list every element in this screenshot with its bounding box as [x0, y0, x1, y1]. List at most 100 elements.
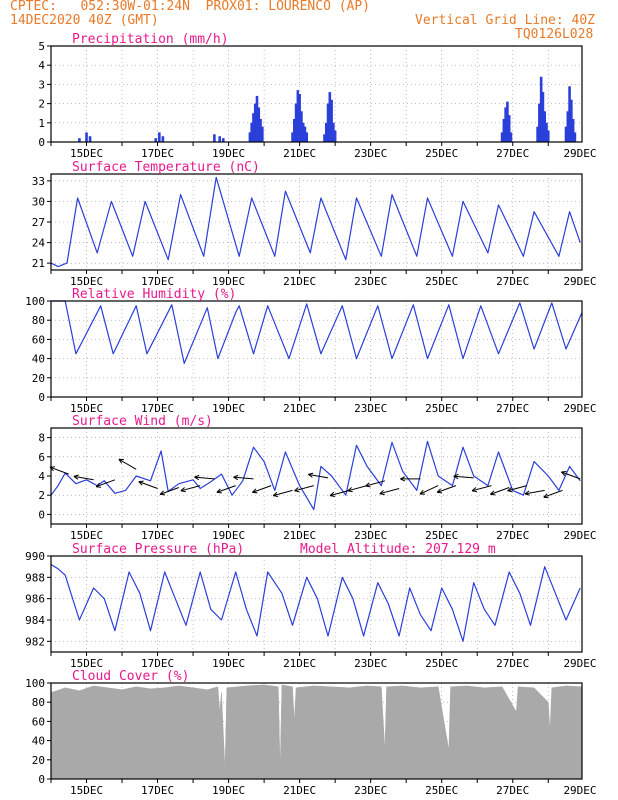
- precipitation-bar: [303, 126, 307, 142]
- wind-arrow-head: [329, 491, 335, 496]
- wind-arrow-head: [194, 474, 200, 478]
- header-vertical-grid-note: Vertical Grid Line: 40Z: [415, 13, 596, 28]
- panel-title: Surface Wind (m/s): [72, 414, 213, 429]
- wind-arrow: [118, 458, 137, 470]
- precipitation-bar: [545, 122, 548, 142]
- wind-arrow-head: [453, 473, 459, 477]
- x-date-label: 21DEC: [283, 402, 316, 415]
- y-tick-label: 4: [38, 470, 45, 483]
- x-date-label: 27DEC: [496, 784, 529, 797]
- y-tick-label: 21: [32, 257, 45, 270]
- panel-2: 21 24 27 30 33 15DEC 17DEC 19DEC 21DEC 23DEC 25DEC…: [32, 160, 597, 288]
- precipitation-bar: [566, 111, 570, 142]
- x-date-label: 25DEC: [425, 402, 458, 415]
- cloud-cover-area: [50, 684, 583, 780]
- wind-arrow-head: [453, 475, 459, 480]
- wind-arrow: [308, 473, 329, 479]
- precipitation-bar: [257, 107, 261, 142]
- precipitation-bar: [296, 90, 300, 142]
- wind-arrow-head: [543, 493, 548, 498]
- x-date-label: 25DEC: [425, 784, 458, 797]
- precipitation-bar: [509, 132, 513, 142]
- panel-frame: [50, 682, 583, 780]
- y-tick-label: 80: [32, 696, 45, 709]
- precipitation-bar: [253, 103, 257, 142]
- wind-arrow: [436, 485, 457, 493]
- precipitation-bar: [539, 76, 543, 142]
- series-line: [50, 176, 581, 268]
- precipitation-bar: [333, 130, 337, 142]
- wind-arrow-head: [233, 474, 239, 478]
- wind-arrow-head: [507, 490, 513, 493]
- panel-1: 0 1 2 3 4 5 15DEC 17DEC 19DEC 21DEC 23DEC 25DEC 27DE…: [38, 32, 596, 160]
- wind-arrow-head: [347, 490, 353, 493]
- x-date-label: 27DEC: [496, 147, 529, 160]
- y-tick-label: 986: [25, 593, 45, 606]
- x-date-label: 23DEC: [354, 784, 387, 797]
- wind-arrow-head: [73, 475, 79, 480]
- wind-arrow-head: [216, 491, 222, 494]
- wind-arrow-head: [379, 493, 385, 496]
- wind-arrow-head: [194, 476, 200, 481]
- panel-title: Surface Temperature (nC): [72, 160, 260, 175]
- x-date-label: 29DEC: [563, 529, 596, 542]
- panel-frame: [50, 555, 583, 653]
- model-altitude-label: Model Altitude: 207.129 m: [300, 542, 496, 557]
- x-date-label: 21DEC: [283, 275, 316, 288]
- y-tick-label: 3: [38, 78, 45, 91]
- series-line: [50, 563, 581, 642]
- wind-arrow-head: [419, 489, 424, 495]
- x-date-label: 29DEC: [563, 784, 596, 797]
- x-date-label: 17DEC: [141, 147, 174, 160]
- x-date-label: 25DEC: [425, 147, 458, 160]
- wind-arrow-head: [365, 482, 370, 487]
- precipitation-bar: [291, 132, 294, 142]
- wind-arrow-head: [400, 478, 406, 482]
- precipitation-bar: [294, 103, 298, 142]
- y-tick-label: 0: [38, 773, 45, 786]
- wind-arrow: [180, 485, 201, 492]
- x-date-label: 17DEC: [141, 657, 174, 670]
- y-tick-label: 2: [38, 489, 45, 502]
- wind-arrow-head: [524, 490, 530, 495]
- wind-arrow-head: [294, 490, 300, 493]
- wind-arrow-head: [159, 490, 164, 495]
- x-date-label: 19DEC: [212, 275, 245, 288]
- precipitation-bar: [158, 132, 161, 142]
- precipitation-bar: [330, 99, 333, 142]
- y-tick-label: 984: [25, 614, 45, 627]
- y-tick-label: 40: [32, 353, 45, 366]
- panel-frame: [50, 45, 583, 143]
- y-tick-label: 990: [25, 550, 45, 563]
- wind-arrow-head: [400, 476, 406, 480]
- wind-arrow-head: [379, 490, 384, 495]
- x-date-label: 21DEC: [283, 784, 316, 797]
- x-date-label: 29DEC: [563, 402, 596, 415]
- wind-arrow-head: [471, 487, 477, 492]
- precipitation-bar: [541, 92, 545, 142]
- wind-arrow-head: [233, 476, 239, 481]
- panel-title: Relative Humidity (%): [72, 287, 236, 302]
- x-date-label: 21DEC: [283, 147, 316, 160]
- precipitation-bar: [252, 113, 255, 142]
- y-tick-label: 24: [32, 237, 46, 250]
- x-date-label: 27DEC: [496, 402, 529, 415]
- wind-arrow: [490, 487, 510, 495]
- precipitation-bar: [538, 103, 541, 142]
- precipitation-bar: [332, 122, 335, 142]
- x-date-label: 19DEC: [212, 147, 245, 160]
- y-tick-label: 100: [25, 295, 45, 308]
- precipitation-bar: [571, 118, 575, 142]
- x-date-label: 27DEC: [496, 275, 529, 288]
- wind-arrow-head: [294, 487, 299, 492]
- wind-arrow-head: [252, 491, 258, 494]
- panel-4: 0 2 4 6 8 15DEC 17DEC 19DEC 21DEC 23DEC 25DEC 27DEC…: [38, 414, 596, 542]
- x-date-label: 19DEC: [212, 529, 245, 542]
- wind-arrow: [159, 487, 180, 495]
- wind-arrow-head: [561, 471, 567, 473]
- wind-arrow-head: [436, 488, 441, 493]
- x-date-label: 19DEC: [212, 784, 245, 797]
- wind-arrow: [273, 489, 293, 497]
- precipitation-bar: [324, 122, 328, 142]
